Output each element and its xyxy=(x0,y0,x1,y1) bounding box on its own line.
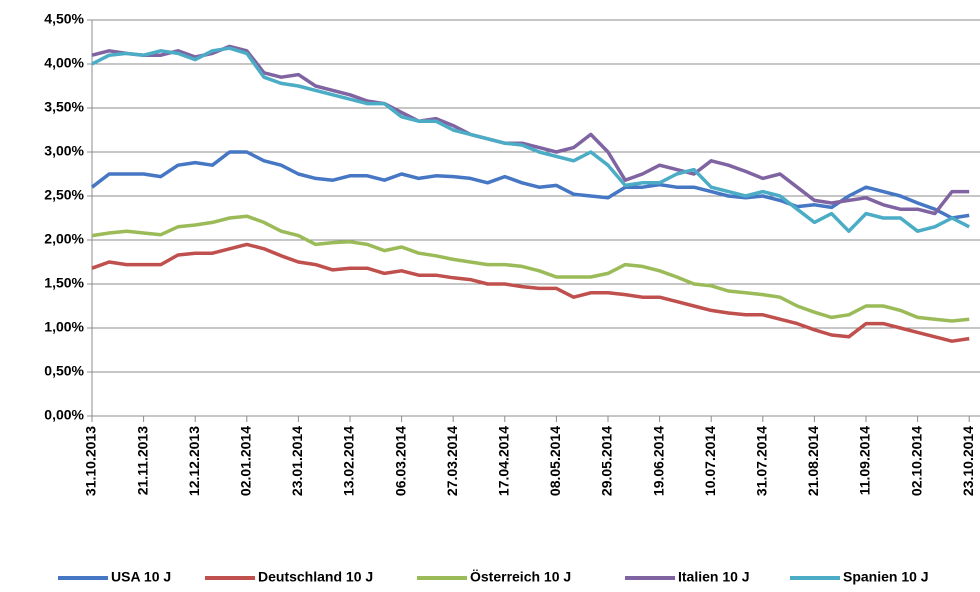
x-tick-label: 29.05.2014 xyxy=(599,426,615,496)
x-tick-label: 23.01.2014 xyxy=(289,426,305,496)
series-line xyxy=(90,150,970,220)
series-line xyxy=(91,46,970,233)
x-tick-label: 31.10.2013 xyxy=(83,426,99,496)
y-tick-label: 1,00% xyxy=(44,319,84,335)
x-tick-label: 17.04.2014 xyxy=(496,426,512,496)
series-line xyxy=(91,214,970,323)
y-tick-label: 3,00% xyxy=(44,143,84,159)
x-tick-label: 13.02.2014 xyxy=(341,426,357,496)
legend-label: Deutschland 10 J xyxy=(258,569,373,585)
x-tick-label: 02.10.2014 xyxy=(908,426,924,496)
x-tick-label: 21.08.2014 xyxy=(805,426,821,496)
y-tick-label: 4,00% xyxy=(44,55,84,71)
y-tick-label: 0,00% xyxy=(44,407,84,423)
x-tick-label: 06.03.2014 xyxy=(392,426,408,496)
legend-label: Spanien 10 J xyxy=(843,569,929,585)
legend-label: Italien 10 J xyxy=(678,569,750,585)
legend-label: Österreich 10 J xyxy=(470,569,571,585)
x-tick-label: 12.12.2013 xyxy=(186,426,202,496)
y-tick-label: 0,50% xyxy=(44,363,84,379)
legend-label: USA 10 J xyxy=(111,569,171,585)
x-tick-label: 08.05.2014 xyxy=(547,426,563,496)
x-tick-label: 31.07.2014 xyxy=(754,426,770,496)
series-line xyxy=(91,242,970,343)
y-tick-label: 4,50% xyxy=(44,11,84,27)
x-tick-label: 11.09.2014 xyxy=(857,426,873,496)
x-tick-label: 23.10.2014 xyxy=(960,426,976,496)
y-tick-label: 3,50% xyxy=(44,99,84,115)
x-tick-label: 19.06.2014 xyxy=(650,426,666,496)
x-tick-label: 27.03.2014 xyxy=(444,426,460,496)
y-tick-label: 2,50% xyxy=(44,187,84,203)
x-tick-label: 10.07.2014 xyxy=(702,426,718,496)
y-tick-label: 1,50% xyxy=(44,275,84,291)
x-tick-label: 02.01.2014 xyxy=(238,426,254,496)
series-line xyxy=(91,44,970,216)
y-tick-label: 2,00% xyxy=(44,231,84,247)
x-tick-label: 21.11.2013 xyxy=(134,426,150,496)
